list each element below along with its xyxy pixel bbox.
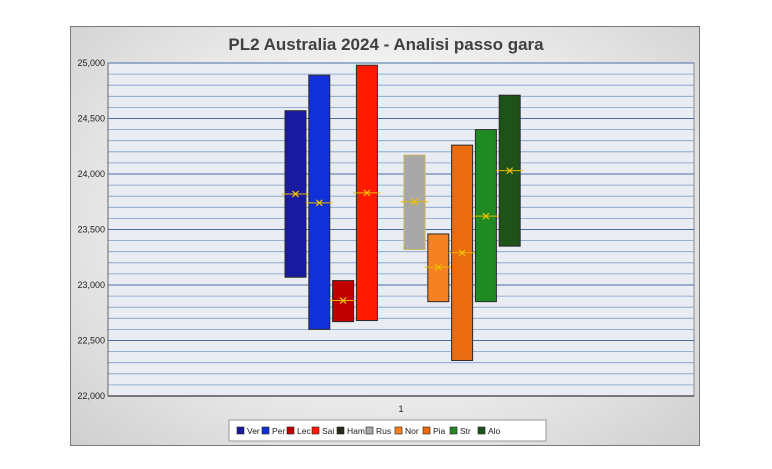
- y-tick-label: 22,000: [77, 391, 105, 401]
- legend-item-alo: Alo: [477, 426, 501, 436]
- legend-swatch: [261, 426, 270, 435]
- mean-marker-ver: [282, 190, 309, 198]
- legend-swatch: [236, 426, 245, 435]
- mean-x-b: [315, 199, 323, 207]
- legend-swatch: [477, 426, 486, 435]
- mean-marker-rus: [401, 198, 428, 206]
- legend-item-pia: Pia: [422, 426, 446, 436]
- legend-item-rus: Rus: [365, 426, 391, 436]
- legend-swatch: [449, 426, 458, 435]
- mean-marker-str: [472, 212, 500, 220]
- y-tick-label: 23,000: [77, 280, 105, 290]
- legend-swatch: [365, 426, 374, 435]
- legend-item-ver: Ver: [236, 426, 260, 436]
- mean-marker-alo: [496, 167, 524, 175]
- mean-x-b: [339, 297, 347, 304]
- mean-x-b: [411, 198, 418, 206]
- mean-x-b: [292, 190, 299, 198]
- legend-item-nor: Nor: [394, 426, 419, 436]
- legend-label: Per: [272, 426, 285, 436]
- y-tick-label: 23,500: [77, 225, 105, 235]
- legend-box: [228, 419, 547, 442]
- y-tick-label: 22,500: [77, 336, 105, 346]
- legend-label: Str: [460, 426, 471, 436]
- legend-label: Pia: [433, 426, 446, 436]
- legend-label: Sai: [322, 426, 334, 436]
- legend-label: Lec: [297, 426, 311, 436]
- legend-label: Rus: [376, 426, 391, 436]
- legend-swatch: [422, 426, 431, 435]
- mean-x-b: [482, 212, 490, 220]
- chart-area: PL2 Australia 2024 - Analisi passo gara 2…: [70, 26, 700, 446]
- legend-swatch: [286, 426, 295, 435]
- legend-label: Alo: [488, 426, 501, 436]
- legend-item-sai: Sai: [311, 426, 334, 436]
- y-tick-label: 24,000: [77, 169, 105, 179]
- y-tick-label: 25,000: [77, 58, 105, 68]
- mean-x-b: [458, 249, 466, 257]
- legend-swatch: [394, 426, 403, 435]
- mean-marker-per: [305, 199, 333, 207]
- mean-x-b: [434, 263, 442, 271]
- x-tick-label: 1: [398, 404, 403, 414]
- legend-item-str: Str: [449, 426, 471, 436]
- y-tick-label: 24,500: [77, 114, 105, 124]
- legend-item-ham: Ham: [336, 426, 365, 436]
- mean-marker-lec: [329, 297, 357, 304]
- legend-label: Ham: [347, 426, 365, 436]
- chart-svg: PL2 Australia 2024 - Analisi passo gara 2…: [77, 35, 695, 442]
- legend-item-per: Per: [261, 426, 285, 436]
- mean-x-b: [363, 189, 371, 197]
- legend-swatch: [336, 426, 345, 435]
- chart-title: PL2 Australia 2024 - Analisi passo gara: [228, 35, 544, 54]
- mean-x-b: [506, 167, 514, 175]
- legend-item-lec: Lec: [286, 426, 311, 436]
- mean-marker-pia: [448, 249, 476, 257]
- legend-swatch: [311, 426, 320, 435]
- legend-label: Ver: [247, 426, 260, 436]
- mean-marker-nor: [424, 263, 452, 271]
- mean-marker-sai: [353, 189, 381, 197]
- legend-label: Nor: [405, 426, 419, 436]
